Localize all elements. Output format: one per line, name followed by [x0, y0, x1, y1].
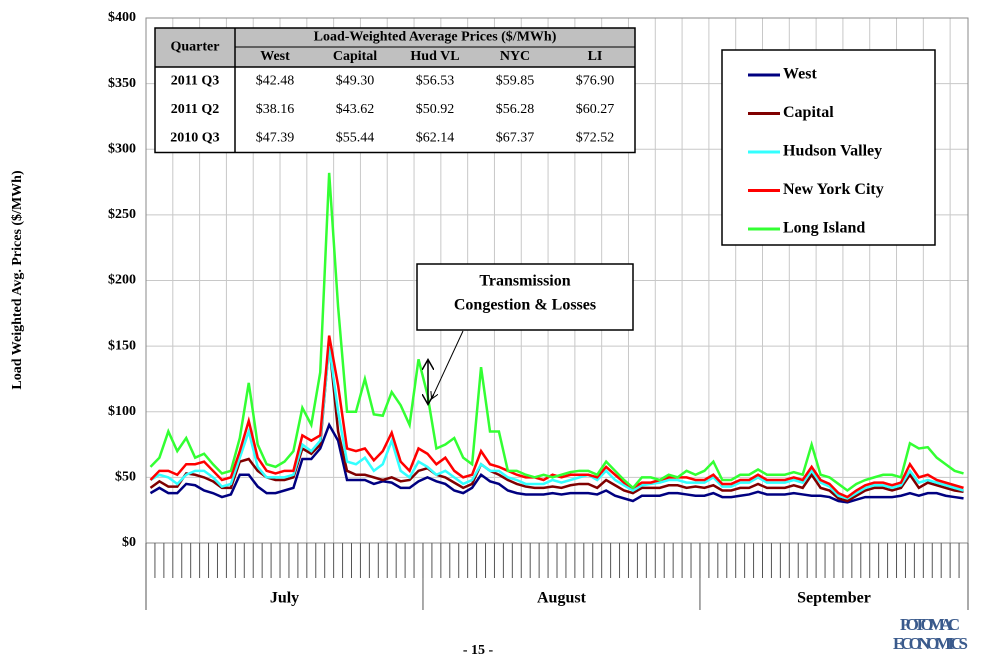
y-tick-label: $300: [108, 141, 136, 156]
table-corner: Quarter: [171, 40, 220, 55]
table-cell: $55.44: [336, 130, 375, 145]
legend-label: New York City: [783, 181, 884, 198]
table-column-header: West: [260, 49, 290, 64]
y-tick-label: $200: [108, 273, 136, 288]
y-tick-label: $150: [108, 338, 136, 353]
table-group-header: Load-Weighted Average Prices ($/MWh): [314, 30, 557, 45]
table-column-header: Hud VL: [410, 49, 459, 64]
table-cell: $62.14: [416, 130, 455, 145]
y-tick-label: $400: [108, 10, 136, 25]
x-tick-label: August: [537, 590, 587, 607]
series-line: [149, 343, 964, 503]
y-tick-label: $50: [115, 470, 136, 485]
y-tick-label: $250: [108, 207, 136, 222]
table-cell: $42.48: [256, 73, 295, 88]
table-cell: $47.39: [256, 130, 295, 145]
table-column-header: NYC: [500, 49, 530, 64]
table-bg: [155, 67, 635, 153]
table-cell: $50.92: [416, 102, 455, 117]
legend-label: West: [783, 66, 817, 83]
x-tick-label: July: [270, 590, 299, 607]
table-cell: $59.85: [496, 73, 535, 88]
table-cell: $60.27: [576, 102, 615, 117]
table-cell: $56.28: [496, 102, 535, 117]
table-column-header: LI: [588, 49, 603, 64]
table-row-header: 2011 Q2: [171, 102, 220, 117]
x-tick-label: September: [797, 590, 871, 607]
table-column-header: Capital: [333, 49, 377, 64]
legend-label: Capital: [783, 104, 834, 121]
y-tick-label: $0: [122, 535, 136, 550]
legend-label: Long Island: [783, 220, 865, 237]
table-cell: $72.52: [576, 130, 615, 145]
logo-line: ECONOMICS: [893, 634, 968, 653]
annotation-box: [416, 263, 634, 331]
legend-box: [721, 49, 936, 246]
series-line: [149, 345, 964, 500]
table-cell: $49.30: [336, 73, 375, 88]
series-line: [149, 421, 964, 504]
table-border: [154, 27, 636, 154]
table-row-header: 2011 Q3: [171, 73, 220, 88]
series-line: [149, 335, 964, 499]
table-cell: $38.16: [256, 102, 295, 117]
table-cell: $67.37: [496, 130, 535, 145]
series-line: [149, 172, 964, 493]
y-tick-label: $350: [108, 76, 136, 91]
logo-line: POTOMAC: [900, 615, 960, 634]
annotation-text: Transmission: [479, 273, 570, 290]
y-axis-title: Load Weighted Avg. Prices ($/MWh): [10, 170, 25, 390]
legend-label: Hudson Valley: [783, 143, 882, 160]
table-cell: $43.62: [336, 102, 375, 117]
table-cell: $76.90: [576, 73, 615, 88]
page-number: - 15 -: [463, 643, 494, 658]
table-row-header: 2010 Q3: [170, 130, 219, 145]
table-cell: $56.53: [416, 73, 455, 88]
annotation-arrow: [432, 330, 464, 398]
y-tick-label: $100: [108, 404, 136, 419]
annotation-text: Congestion & Losses: [454, 297, 596, 314]
